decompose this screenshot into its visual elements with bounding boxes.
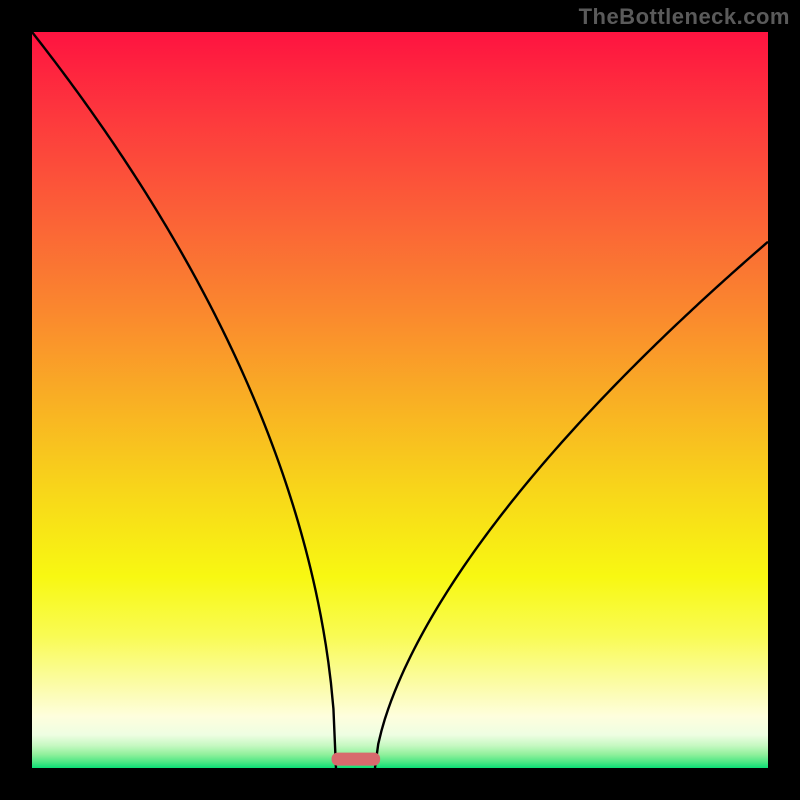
optimal-range-marker — [332, 753, 381, 766]
plot-background — [32, 32, 768, 768]
bottleneck-chart — [0, 0, 800, 800]
chart-canvas: TheBottleneck.com — [0, 0, 800, 800]
